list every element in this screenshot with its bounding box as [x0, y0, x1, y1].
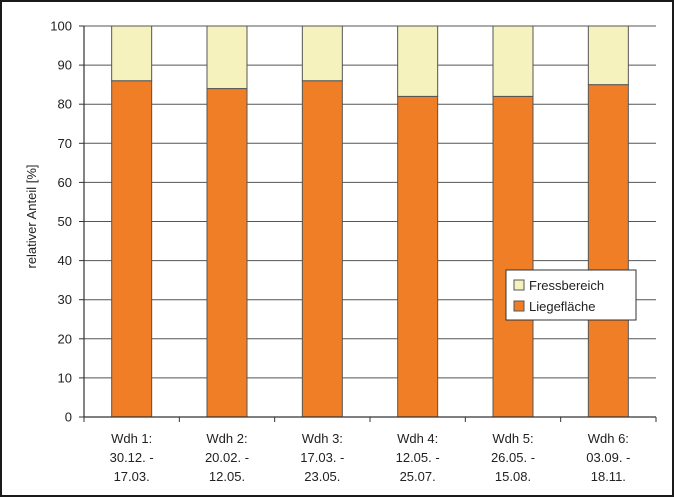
x-category-label: Wdh 6: 03.09. -18.11.	[586, 431, 630, 484]
bar-segment-liegefl-che	[301, 80, 343, 418]
bar-segment-liegefl-che	[111, 80, 153, 418]
y-tick-label: 80	[58, 97, 72, 112]
x-category-labels: Wdh 1: 30.12. -17.03. Wdh 2: 20.02. -12.05.…	[110, 431, 631, 484]
legend-swatch	[513, 279, 525, 291]
y-tick-label: 10	[58, 370, 72, 385]
bar-segment-fressbereich	[301, 25, 343, 82]
y-tick-label: 40	[58, 253, 72, 268]
legend: Fressbereich Liegefläche	[505, 269, 637, 321]
bar-segment-fressbereich	[397, 25, 439, 97]
y-tick-label: 100	[50, 19, 72, 34]
bar-segment-fressbereich	[206, 25, 248, 90]
legend-label: Liegefläche	[529, 299, 596, 314]
bar-segment-liegefl-che	[397, 95, 439, 418]
legend-label: Fressbereich	[529, 278, 604, 293]
y-tick-label: 50	[58, 214, 72, 229]
y-tick-label: 90	[58, 58, 72, 73]
legend-box	[505, 269, 637, 321]
y-tick-label: 60	[58, 175, 72, 190]
y-tick-label: 30	[58, 292, 72, 307]
x-category-label: Wdh 3: 17.03. -23.05.	[300, 431, 344, 484]
y-tick-labels: 0 10 20 30 40 50 60 70 80 90 100	[50, 19, 84, 425]
bar-segment-fressbereich	[492, 25, 534, 97]
bar-segment-fressbereich	[587, 25, 629, 86]
y-tick-label: 20	[58, 331, 72, 346]
x-category-label: Wdh 5: 26.05. -15.08.	[491, 431, 535, 484]
legend-swatch	[513, 300, 525, 312]
bar-segment-fressbereich	[111, 25, 153, 82]
y-tick-label: 0	[65, 410, 72, 425]
x-category-label: Wdh 1: 30.12. -17.03.	[110, 431, 154, 484]
bar-segment-liegefl-che	[206, 88, 248, 418]
y-axis-label: relativer Anteil [%]	[24, 164, 39, 268]
x-category-label: Wdh 2: 20.02. -12.05.	[205, 431, 249, 484]
bar-segment-liegefl-che	[587, 84, 629, 418]
bar-segment-liegefl-che	[492, 95, 534, 418]
y-tick-label: 70	[58, 136, 72, 151]
x-category-label: Wdh 4: 12.05. -25.07.	[396, 431, 440, 484]
